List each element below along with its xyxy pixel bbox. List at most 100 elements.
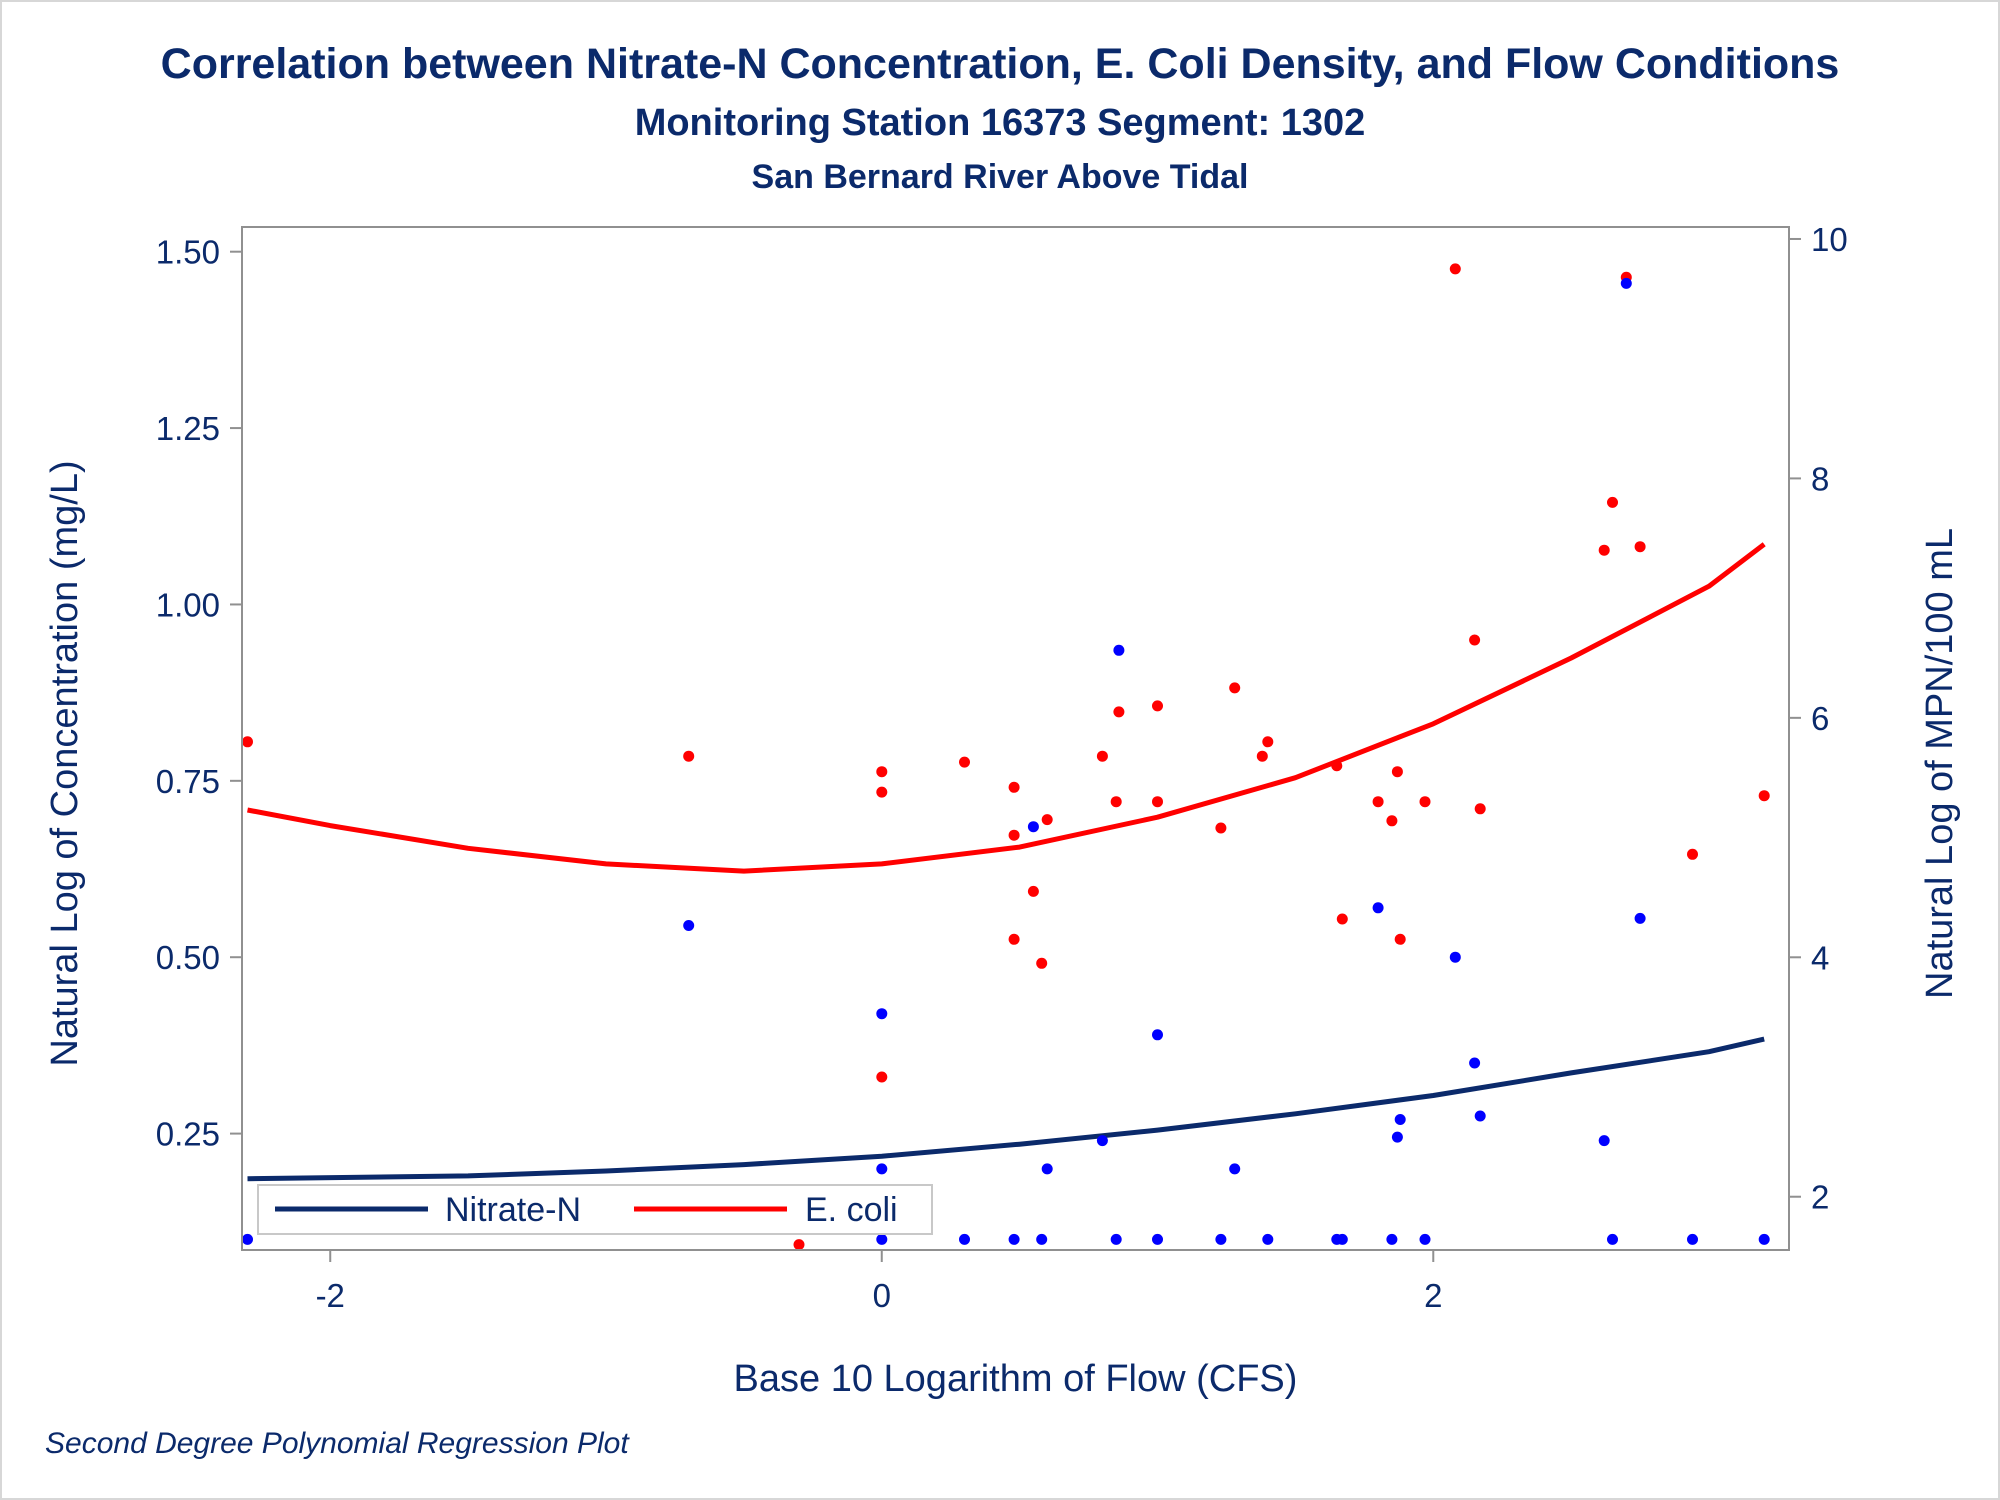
data-point-nitrate	[1598, 1135, 1610, 1147]
data-point-nitrate	[1008, 1233, 1020, 1245]
data-point-ecoli	[1152, 700, 1163, 712]
legend-label-nitrate: Nitrate-N	[445, 1191, 581, 1229]
data-point-ecoli	[1687, 848, 1698, 860]
data-point-ecoli	[1372, 796, 1384, 808]
data-point-nitrate	[1036, 1233, 1048, 1245]
y2-tick-label: 2	[1811, 1179, 1829, 1216]
data-point-ecoli	[876, 786, 888, 798]
data-point-nitrate	[1620, 277, 1632, 289]
x-tick-label: 2	[1424, 1277, 1442, 1314]
data-point-ecoli	[1036, 957, 1048, 969]
data-point-ecoli	[1394, 933, 1406, 945]
data-point-ecoli	[1598, 544, 1610, 556]
data-point-nitrate	[1041, 1163, 1053, 1175]
data-point-ecoli	[1027, 885, 1039, 897]
data-point-nitrate	[1449, 951, 1461, 963]
data-point-nitrate	[1229, 1163, 1241, 1175]
x-axis-label: Base 10 Logarithm of Flow (CFS)	[734, 1358, 1298, 1400]
data-point-nitrate	[683, 920, 695, 931]
y2-tick-label: 8	[1811, 460, 1829, 497]
data-point-ecoli	[683, 750, 695, 762]
data-point-ecoli	[1152, 796, 1163, 808]
data-point-nitrate	[1027, 821, 1039, 833]
data-point-ecoli	[1419, 796, 1431, 808]
x-tick-label: -2	[316, 1277, 345, 1314]
data-point-nitrate	[1336, 1233, 1348, 1245]
data-point-nitrate	[1634, 912, 1646, 924]
data-point-nitrate	[876, 1163, 888, 1175]
y-tick-label: 0.25	[156, 1116, 220, 1153]
data-point-ecoli	[1262, 736, 1274, 748]
y-tick-label: 1.50	[156, 234, 220, 271]
data-point-ecoli	[959, 756, 970, 768]
fit-line-nitrate	[247, 1036, 1765, 1182]
chart-subtitle: Monitoring Station 16373 Segment: 1302	[634, 102, 1366, 144]
data-point-nitrate	[1215, 1233, 1227, 1245]
data-point-ecoli	[876, 766, 888, 778]
data-point-nitrate	[959, 1233, 970, 1245]
y-tick-label: 0.50	[156, 939, 220, 976]
y-tick-label: 1.00	[156, 586, 220, 623]
data-point-ecoli	[1113, 706, 1125, 718]
y2-axis-label: Natural Log of MPN/100 mL	[1919, 528, 1961, 999]
data-point-nitrate	[1152, 1029, 1163, 1041]
data-point-ecoli	[1008, 933, 1020, 945]
data-point-ecoli	[1008, 781, 1020, 793]
fit-lines	[247, 542, 1766, 1182]
y2-tick-label: 6	[1811, 700, 1829, 737]
chart-subtitle-2: San Bernard River Above Tidal	[751, 158, 1249, 196]
data-point-ecoli	[1634, 541, 1646, 553]
data-point-ecoli	[1607, 496, 1618, 508]
legend-label-ecoli: E. coli	[805, 1191, 898, 1229]
y-axis-label: Natural Log of Concentration (mg/L)	[44, 460, 86, 1066]
fit-line-ecoli	[247, 542, 1766, 874]
data-point-nitrate	[1607, 1233, 1618, 1245]
y-tick-label: 1.25	[156, 410, 220, 447]
data-point-nitrate	[1758, 1233, 1770, 1245]
x-tick-label: 0	[873, 1277, 891, 1314]
data-point-ecoli	[1758, 790, 1770, 802]
data-point-nitrate	[1474, 1110, 1486, 1122]
data-point-ecoli	[1336, 913, 1348, 925]
data-point-ecoli	[876, 1071, 888, 1083]
data-point-ecoli	[1229, 682, 1241, 694]
data-point-nitrate	[1262, 1233, 1274, 1245]
data-point-ecoli	[793, 1239, 805, 1250]
data-point-ecoli	[1256, 750, 1268, 762]
y-tick-label: 0.75	[156, 763, 220, 800]
data-point-ecoli	[1386, 815, 1398, 827]
axis-ticks: 0.25 0.50 0.75 1.00 1.25 1.50 2 4 6 8 10 -2 0 2	[156, 221, 1848, 1314]
data-point-nitrate	[1096, 1135, 1108, 1147]
data-point-ecoli	[1449, 263, 1461, 275]
data-point-ecoli	[1469, 634, 1481, 646]
data-point-ecoli	[1474, 803, 1486, 815]
data-points	[242, 263, 1770, 1250]
data-point-nitrate	[1152, 1233, 1163, 1245]
plot-area-border	[241, 226, 1790, 1251]
data-point-ecoli	[1391, 766, 1403, 778]
data-point-nitrate	[876, 1233, 888, 1245]
data-point-ecoli	[1041, 814, 1053, 826]
data-point-ecoli	[1110, 796, 1122, 808]
data-point-nitrate	[876, 1008, 888, 1020]
data-point-nitrate	[1394, 1114, 1406, 1125]
data-point-nitrate	[1391, 1131, 1403, 1143]
data-point-nitrate	[1113, 644, 1125, 656]
data-point-nitrate	[1469, 1057, 1481, 1069]
data-point-ecoli	[1008, 829, 1020, 841]
footnote: Second Degree Polynomial Regression Plot	[45, 1427, 629, 1460]
data-point-nitrate	[242, 1233, 253, 1245]
legend: Nitrate-N E. coli	[257, 1184, 933, 1235]
data-point-nitrate	[1372, 902, 1384, 914]
data-point-ecoli	[1096, 750, 1108, 762]
data-point-ecoli	[1331, 760, 1343, 772]
data-point-ecoli	[1215, 822, 1227, 834]
data-point-nitrate	[1419, 1233, 1431, 1245]
data-point-nitrate	[1110, 1233, 1122, 1245]
chart-title: Correlation between Nitrate-N Concentrat…	[160, 40, 1840, 88]
y2-tick-label: 4	[1811, 939, 1829, 976]
data-point-nitrate	[1687, 1233, 1698, 1245]
data-point-ecoli	[242, 736, 253, 748]
y2-tick-label: 10	[1811, 221, 1848, 258]
